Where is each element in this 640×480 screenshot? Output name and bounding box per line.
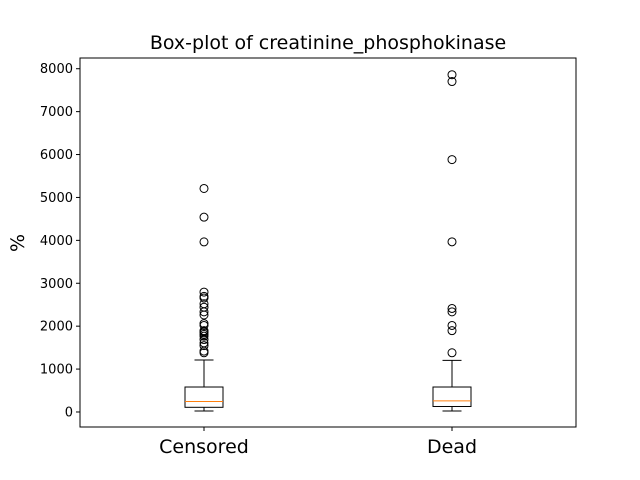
plot-frame	[79, 57, 577, 428]
y-tick-label: 2000	[40, 320, 73, 335]
y-axis-label: %	[7, 234, 29, 252]
outlier-point	[199, 320, 209, 330]
y-tick-label: 1000	[40, 363, 73, 378]
outlier-point	[447, 307, 457, 317]
y-tick-label: 8000	[40, 62, 73, 77]
y-tick-label: 0	[65, 405, 73, 420]
y-tick-label: 5000	[40, 191, 73, 206]
outlier-point	[199, 287, 209, 297]
outlier-point	[447, 303, 457, 313]
outlier-point	[447, 348, 457, 358]
outlier-point	[199, 331, 209, 341]
outlier-point	[447, 237, 457, 247]
outlier-point	[447, 70, 457, 80]
outlier-point	[199, 335, 209, 345]
y-tick-label: 7000	[40, 105, 73, 120]
outlier-point	[447, 77, 457, 87]
outlier-point	[199, 307, 209, 317]
outlier-point	[199, 341, 209, 351]
box-dead	[432, 70, 472, 412]
outlier-point	[199, 310, 209, 320]
y-tick-label: 6000	[40, 148, 73, 163]
outlier-point	[199, 348, 209, 358]
y-tick-label: 4000	[40, 234, 73, 249]
outlier-point	[199, 183, 209, 193]
outlier-point	[447, 326, 457, 336]
outlier-point	[447, 155, 457, 165]
box-censored	[184, 183, 224, 412]
outlier-point	[199, 212, 209, 222]
outlier-point	[199, 237, 209, 247]
x-tick-label: Censored	[159, 436, 249, 458]
iqr-box	[184, 386, 224, 408]
outlier-point	[447, 320, 457, 330]
iqr-box	[432, 386, 472, 407]
chart-title: Box-plot of creatinine_phosphokinase	[150, 32, 506, 54]
outlier-point	[199, 293, 209, 303]
x-tick-label: Dead	[427, 436, 477, 458]
y-tick-label: 3000	[40, 277, 73, 292]
plot-area: 0 1000 2000 3000 4000 5000 6000 7000 8000 Censore…	[40, 62, 477, 458]
